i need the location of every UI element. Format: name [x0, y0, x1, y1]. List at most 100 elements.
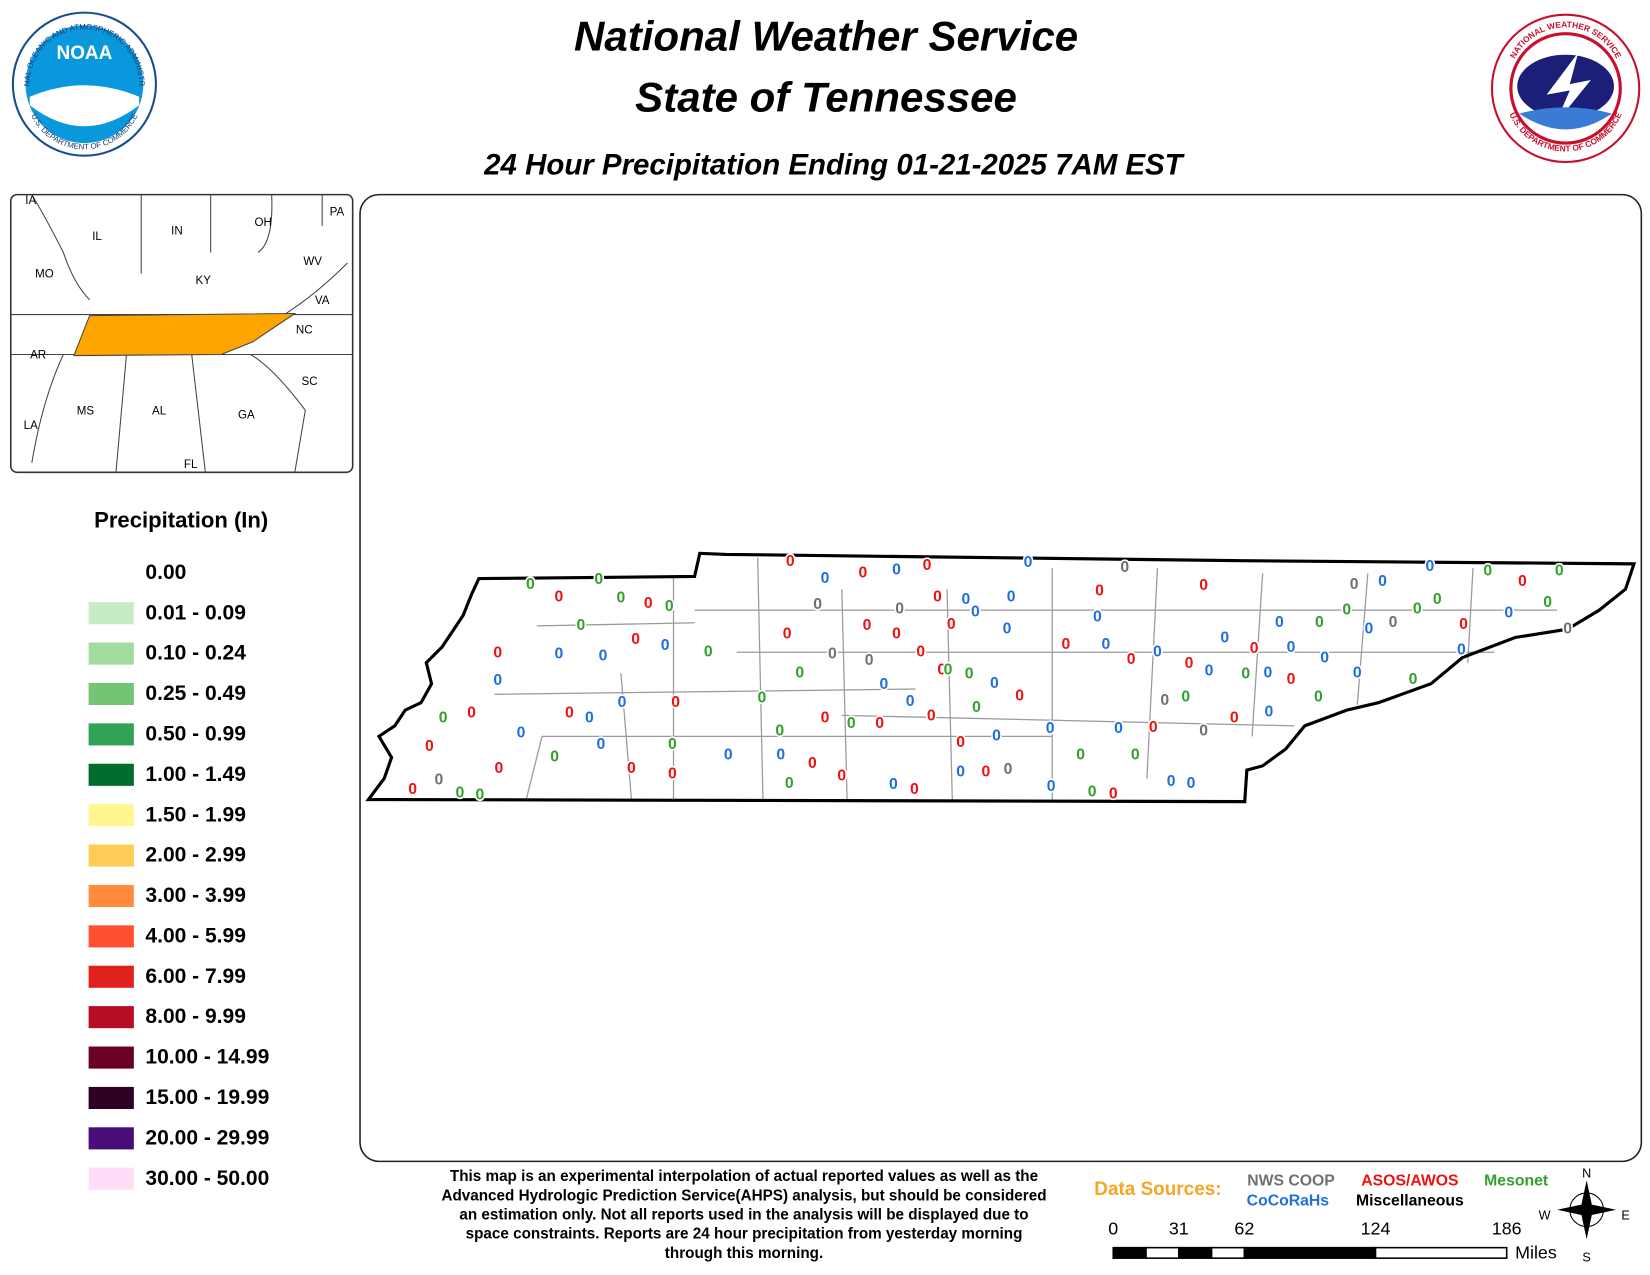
legend: Precipitation (In) 0.00 0.01 - 0.09 0.10 -…: [88, 508, 269, 1190]
scale-segment: [1112, 1246, 1147, 1259]
station-value: 0: [1024, 554, 1033, 571]
station-value: 0: [1342, 601, 1351, 618]
inset-label: SC: [301, 376, 317, 388]
station-value: 0: [1378, 573, 1387, 590]
station-value: 0: [1315, 614, 1324, 631]
inset-label: MS: [77, 405, 95, 417]
station-value: 0: [494, 760, 503, 777]
inset-label: NC: [296, 324, 313, 336]
station-value: 0: [554, 646, 563, 663]
station-value: 0: [858, 565, 867, 582]
station-value: 0: [1160, 692, 1169, 709]
inset-label: LA: [24, 420, 38, 432]
legend-swatch: [88, 1127, 134, 1150]
inset-label: KY: [196, 275, 212, 287]
data-sources-title: Data Sources:: [1094, 1179, 1221, 1200]
inset-label: IA: [25, 195, 36, 207]
scale-label: 31: [1169, 1218, 1189, 1238]
station-value: 0: [493, 672, 502, 689]
station-value: 0: [1109, 785, 1118, 802]
station-value: 0: [618, 694, 627, 711]
station-value: 0: [775, 722, 784, 739]
legend-label: 3.00 - 3.99: [145, 884, 245, 907]
station-value: 0: [956, 763, 965, 780]
station-value: 0: [1563, 620, 1572, 637]
compass-n: N: [1582, 1166, 1591, 1180]
compass-e: E: [1621, 1208, 1629, 1222]
inset-label: IN: [171, 225, 183, 237]
station-value: 0: [1287, 671, 1296, 688]
legend-swatch: [88, 682, 134, 706]
station-value: 0: [554, 589, 563, 606]
station-value: 0: [1275, 614, 1284, 631]
station-value: 0: [1320, 650, 1329, 667]
disclaimer-line: This map is an experimental interpolatio…: [450, 1168, 1038, 1185]
legend-label: 0.01 - 0.09: [145, 601, 245, 624]
station-value: 0: [724, 746, 733, 763]
station-value: 0: [863, 617, 872, 634]
disclaimer: This map is an experimental interpolatio…: [441, 1168, 1046, 1262]
source-label: Miscellaneous: [1356, 1193, 1464, 1210]
inset-label: VA: [315, 295, 330, 307]
station-value: 0: [971, 603, 980, 620]
inset-label: AR: [30, 350, 46, 362]
station-value: 0: [517, 724, 526, 741]
station-value: 0: [847, 715, 856, 732]
station-value: 0: [1350, 576, 1359, 593]
disclaimer-line: through this morning.: [665, 1245, 823, 1262]
station-value: 0: [526, 576, 535, 593]
station-value: 0: [1220, 630, 1229, 647]
source-label: NWS COOP: [1247, 1173, 1335, 1190]
inset-label: IL: [92, 231, 102, 243]
station-value: 0: [1185, 655, 1194, 672]
station-value: 0: [1114, 720, 1123, 737]
station-value: 0: [467, 704, 476, 721]
station-value: 0: [757, 690, 766, 707]
legend-label: 0.50 - 0.99: [145, 722, 245, 745]
legend-label: 8.00 - 9.99: [145, 1005, 245, 1028]
station-value: 0: [1364, 620, 1373, 637]
map-frame: [359, 193, 1643, 1163]
station-value: 0: [1389, 614, 1398, 631]
inset-label: GA: [238, 410, 255, 422]
legend-label: 30.00 - 50.00: [145, 1167, 269, 1190]
compass-s: S: [1582, 1250, 1590, 1264]
scale-segment: [1374, 1246, 1508, 1259]
station-value: 0: [661, 637, 670, 654]
legend-swatch: [88, 844, 134, 867]
station-value: 0: [493, 644, 502, 661]
station-value: 0: [1187, 775, 1196, 792]
source-label: CoCoRaHs: [1247, 1193, 1330, 1210]
station-value: 0: [813, 596, 822, 613]
station-value: 0: [627, 760, 636, 777]
station-value: 0: [425, 738, 434, 755]
station-value: 0: [1409, 671, 1418, 688]
tennessee-outline: [365, 551, 1637, 804]
station-value: 0: [1459, 616, 1468, 633]
station-value: 0: [1250, 640, 1259, 657]
data-sources: Data Sources: NWS COOP ASOS/AWOS Mesonet Co…: [1094, 1173, 1549, 1210]
scale-segment: [1178, 1246, 1213, 1259]
scale-unit: Miles: [1515, 1243, 1557, 1263]
inset-label: PA: [330, 207, 345, 219]
legend-swatch: [88, 884, 134, 908]
station-value: 0: [668, 736, 677, 753]
station-value: 0: [456, 784, 465, 801]
station-value: 0: [875, 715, 884, 732]
legend-label: 0.00: [145, 561, 186, 584]
station-value: 0: [1413, 600, 1422, 617]
station-value: 0: [892, 561, 901, 578]
station-value: 0: [1093, 609, 1102, 626]
stations: 0 0 0 0 0 0 0 0 0 0 0 0 0 0 0 0 0 0 0 0 0 0 0 0 0 0 0 0 0 0 0 0 0 0 0 0 0 0 0 0…: [407, 551, 1574, 805]
station-value: 0: [1543, 594, 1552, 611]
station-value: 0: [937, 661, 946, 678]
station-value: 0: [865, 652, 874, 669]
legend-swatch: [88, 965, 134, 988]
station-value: 0: [1095, 582, 1104, 599]
station-value: 0: [895, 600, 904, 617]
station-value: 0: [597, 736, 606, 753]
station-value: 0: [435, 772, 444, 789]
station-value: 0: [933, 589, 942, 606]
legend-swatch: [88, 1167, 134, 1190]
station-value: 0: [808, 755, 817, 772]
